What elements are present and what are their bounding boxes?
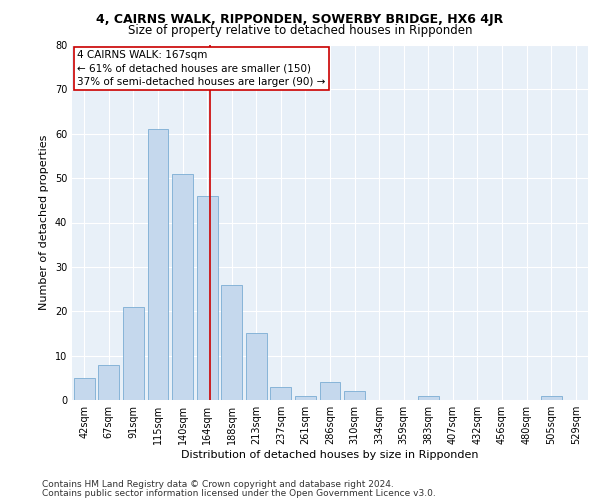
Bar (246, 334, 267, 400)
Y-axis label: Number of detached properties: Number of detached properties (39, 135, 49, 310)
Bar (271, 386, 292, 400)
Bar (344, 391, 365, 400)
Bar (541, 396, 562, 400)
Bar (172, 174, 193, 400)
Bar (74, 378, 95, 400)
Text: Contains public sector information licensed under the Open Government Licence v3: Contains public sector information licen… (42, 489, 436, 498)
Bar (148, 130, 169, 400)
Text: Contains HM Land Registry data © Crown copyright and database right 2024.: Contains HM Land Registry data © Crown c… (42, 480, 394, 489)
Bar (221, 284, 242, 400)
Text: 4 CAIRNS WALK: 167sqm
← 61% of detached houses are smaller (150)
37% of semi-det: 4 CAIRNS WALK: 167sqm ← 61% of detached … (77, 50, 326, 86)
Bar (98, 364, 119, 400)
Text: 4, CAIRNS WALK, RIPPONDEN, SOWERBY BRIDGE, HX6 4JR: 4, CAIRNS WALK, RIPPONDEN, SOWERBY BRIDG… (97, 12, 503, 26)
Bar (418, 396, 439, 400)
Bar (295, 396, 316, 400)
Bar (123, 307, 144, 400)
Text: Size of property relative to detached houses in Ripponden: Size of property relative to detached ho… (128, 24, 472, 37)
Bar (320, 382, 340, 400)
Bar (197, 196, 218, 400)
X-axis label: Distribution of detached houses by size in Ripponden: Distribution of detached houses by size … (181, 450, 479, 460)
